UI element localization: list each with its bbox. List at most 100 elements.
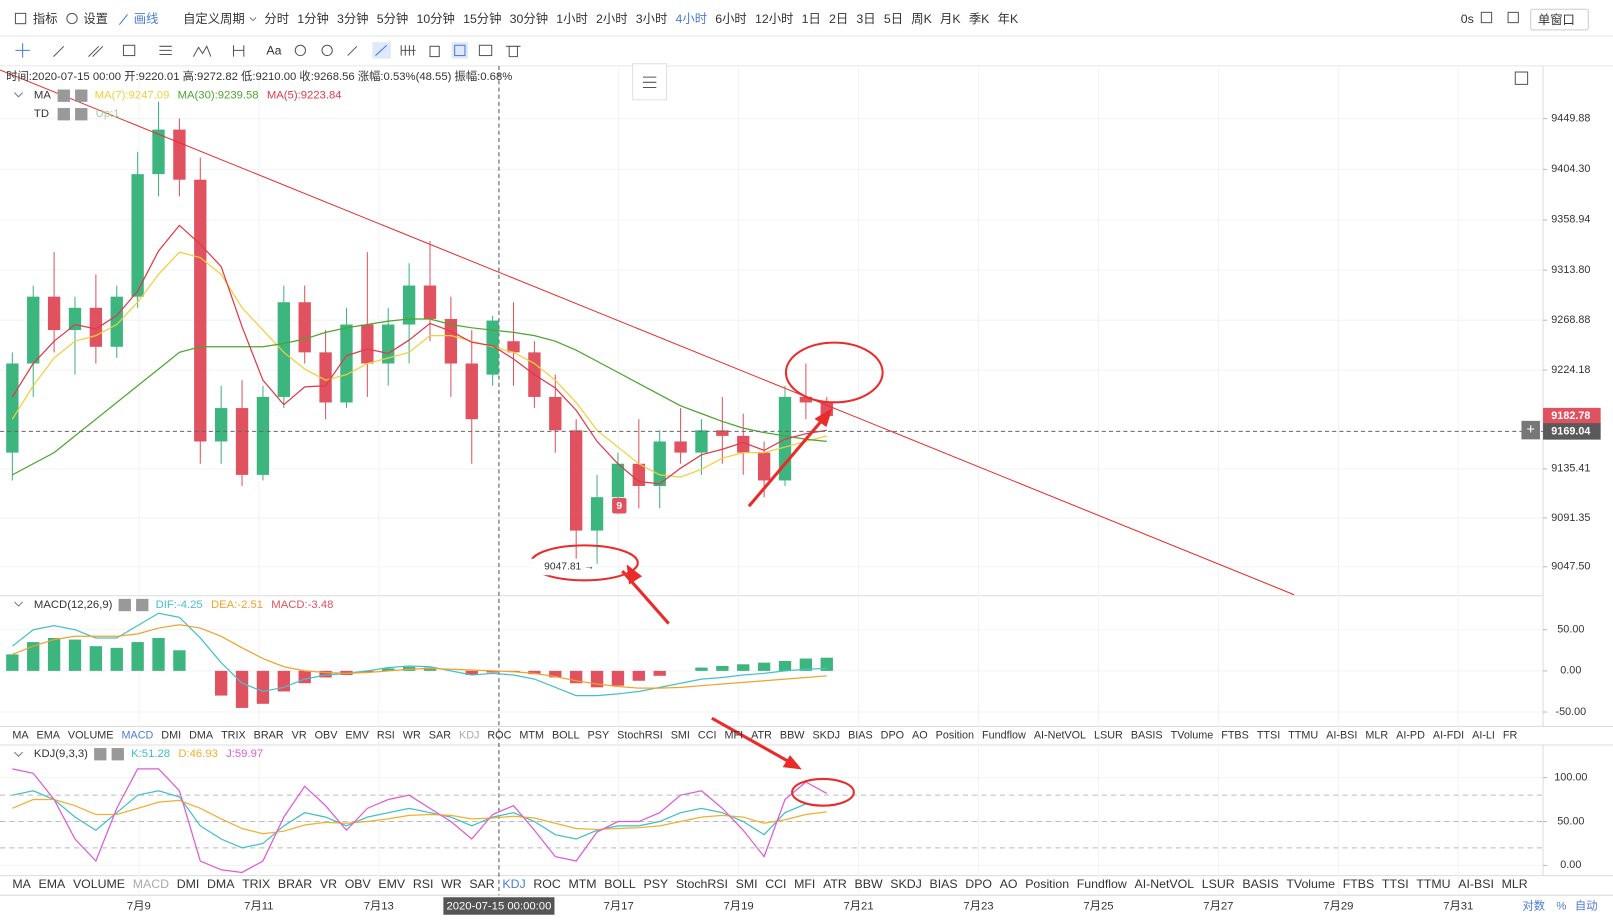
indicator-tab[interactable]: RSI (377, 730, 395, 742)
indicator-tab[interactable]: BIAS (848, 730, 873, 742)
period-button[interactable]: 1分钟 (297, 11, 329, 26)
indicator-tab[interactable]: AI-BSI (1326, 730, 1357, 742)
indicator-tab[interactable]: DMI (177, 877, 200, 891)
icon[interactable] (1514, 71, 1529, 85)
indicator-tab[interactable]: MACD (122, 730, 154, 742)
indicator-tab[interactable]: EMA (37, 730, 61, 742)
indicator-tab[interactable]: TTSI (1382, 877, 1409, 891)
tool-button[interactable]: 画线 (134, 12, 159, 26)
tool-button[interactable]: 设置 (83, 12, 108, 26)
collapse-icon[interactable] (14, 601, 23, 607)
icon[interactable] (400, 45, 416, 56)
indicator-tab[interactable]: DMA (207, 877, 235, 891)
indicator-tab[interactable]: MLR (1365, 730, 1388, 742)
indicator-tab[interactable]: OBV (345, 877, 372, 891)
indicator-tab[interactable]: Fundflow (1077, 877, 1127, 891)
period-button[interactable]: 月K (940, 12, 961, 26)
indicator-tab[interactable]: MACD (133, 877, 169, 891)
indicator-tab[interactable]: ROC (487, 730, 511, 742)
indicator-tab[interactable]: ROC (533, 877, 560, 891)
indicator-tab[interactable]: DMA (189, 730, 214, 742)
indicator-tab[interactable]: BRAR (254, 730, 284, 742)
indicator-tab[interactable]: FTBS (1343, 877, 1375, 891)
indicator-tab[interactable]: MTM (519, 730, 544, 742)
indicator-tab[interactable]: MFI (725, 730, 744, 742)
indicator-tab[interactable]: RSI (413, 877, 434, 891)
period-button[interactable]: 季K (969, 12, 990, 26)
indicator-tab[interactable]: BASIS (1131, 730, 1163, 742)
add-button[interactable] (1521, 420, 1540, 440)
indicator-tab[interactable]: SKDJ (812, 730, 840, 742)
indicator-tab[interactable]: VR (292, 730, 307, 742)
indicator-tab[interactable]: LSUR (1202, 877, 1235, 891)
indicator-tab[interactable]: AO (1000, 877, 1018, 891)
indicator-tab[interactable]: BASIS (1242, 877, 1278, 891)
period-button[interactable]: 15分钟 (463, 11, 501, 26)
icon[interactable] (294, 44, 307, 57)
indicator-tab[interactable]: TTMU (1288, 730, 1318, 742)
indicator-tab[interactable]: AI-BSI (1458, 877, 1494, 891)
indicator-tab[interactable]: AI-NetVOL (1134, 877, 1194, 891)
indicator-tab[interactable]: TVolume (1286, 877, 1335, 891)
period-button[interactable]: 5分钟 (377, 11, 409, 26)
indicator-tab[interactable]: TVolume (1171, 730, 1214, 742)
icon[interactable] (347, 45, 358, 56)
indicator-tab[interactable]: TTSI (1257, 730, 1280, 742)
add-icon[interactable]: + (1527, 422, 1535, 438)
settings-icon[interactable] (118, 598, 131, 612)
period-button[interactable]: 1日 (802, 12, 821, 26)
indicator-tab[interactable]: TRIX (221, 730, 246, 742)
indicator-tab[interactable]: TRIX (242, 877, 270, 891)
settings-icon[interactable] (94, 748, 107, 761)
indicator-tab[interactable]: AO (912, 730, 928, 742)
indicator-tab[interactable]: BIAS (930, 877, 958, 891)
indicator-tab[interactable]: OBV (315, 730, 339, 742)
close-icon[interactable] (111, 748, 124, 761)
icon[interactable] (451, 42, 469, 59)
indicator-tab[interactable]: VR (320, 877, 337, 891)
indicator-tab[interactable]: AI-LI (1472, 730, 1495, 742)
icon[interactable] (122, 44, 136, 57)
period-custom[interactable]: 自定义周期 (183, 11, 245, 26)
icon[interactable] (192, 45, 212, 57)
indicator-tab[interactable]: TTMU (1416, 877, 1450, 891)
window-button[interactable] (1530, 8, 1589, 31)
period-button[interactable]: 年K (998, 12, 1019, 26)
indicator-tab[interactable]: BOLL (552, 730, 580, 742)
indicator-tab[interactable]: EMV (378, 877, 405, 891)
indicator-tab[interactable]: FR (1503, 730, 1518, 742)
indicator-tab[interactable]: KDJ (502, 877, 525, 891)
indicator-tab[interactable]: Position (1025, 877, 1069, 891)
indicator-tab[interactable]: KDJ (459, 730, 479, 742)
period-button[interactable]: 2小时 (596, 12, 628, 26)
indicator-tab[interactable]: MTM (568, 877, 596, 891)
indicator-tab[interactable]: EMV (345, 730, 369, 742)
period-button[interactable]: 2日 (829, 12, 848, 26)
icon[interactable] (1480, 11, 1493, 24)
indicator-tab[interactable]: BRAR (278, 877, 312, 891)
indicator-tab[interactable]: AI-NetVOL (1034, 730, 1086, 742)
indicator-tab[interactable]: SAR (469, 877, 494, 891)
icon[interactable] (478, 44, 493, 57)
icon[interactable] (506, 45, 521, 58)
indicator-tab[interactable]: SKDJ (890, 877, 922, 891)
icon[interactable] (88, 45, 104, 57)
indicator-tab[interactable]: DPO (965, 877, 992, 891)
indicator-tab[interactable]: SAR (429, 730, 451, 742)
indicator-tab[interactable]: CCI (765, 877, 786, 891)
indicator-tab[interactable]: VOLUME (68, 730, 114, 742)
icon[interactable] (233, 45, 245, 57)
icon[interactable] (1507, 11, 1519, 24)
indicator-tab[interactable]: ATR (823, 877, 847, 891)
indicator-tab[interactable]: PSY (643, 877, 668, 891)
icon[interactable] (642, 76, 657, 88)
indicator-tab[interactable]: BBW (855, 877, 883, 891)
scale-option[interactable]: 对数 (1522, 898, 1545, 912)
menu-button[interactable] (632, 63, 668, 101)
indicator-tab[interactable]: PSY (588, 730, 610, 742)
scale-option[interactable]: % (1556, 900, 1566, 912)
period-button[interactable]: 10分钟 (416, 11, 454, 26)
settings-icon[interactable] (57, 108, 70, 121)
close-icon[interactable] (75, 89, 88, 102)
text-tool[interactable]: Aa (266, 44, 281, 58)
